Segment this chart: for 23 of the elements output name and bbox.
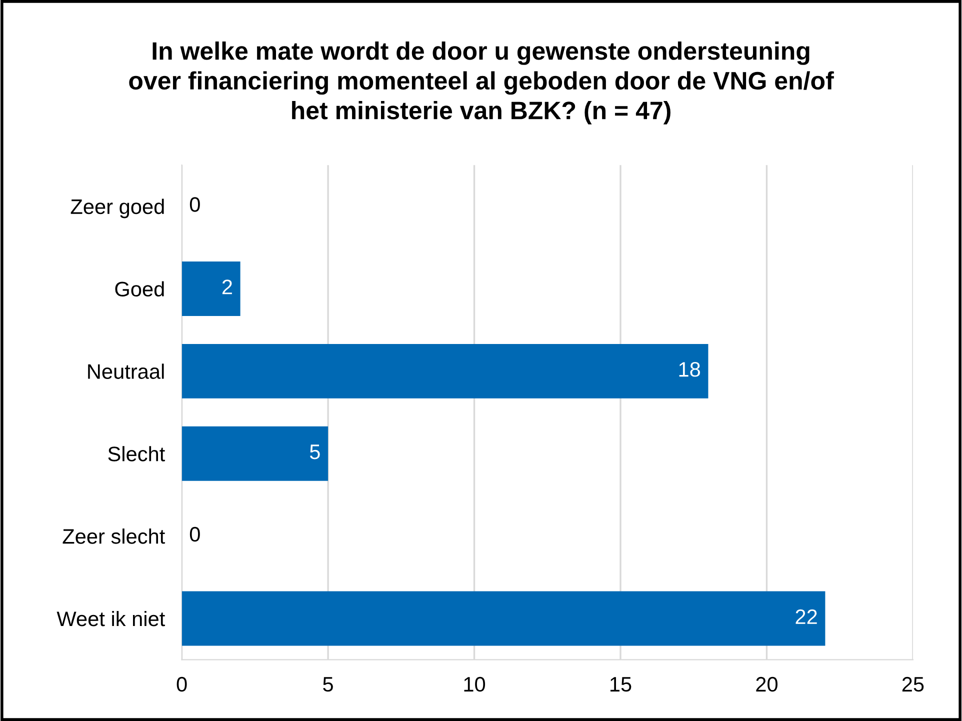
y-tick-label: Goed xyxy=(115,281,164,297)
data-label: 0 xyxy=(190,197,200,212)
x-tick-label: 10 xyxy=(464,676,486,692)
data-label: 22 xyxy=(796,609,817,624)
y-tick-label: Zeer goed xyxy=(70,198,164,218)
bar xyxy=(182,591,826,646)
data-label: 0 xyxy=(190,526,200,542)
y-tick-label: Slecht xyxy=(108,446,165,462)
x-tick-label: 15 xyxy=(610,677,632,692)
x-tick-label: 25 xyxy=(902,676,924,692)
y-tick-label: Zeer slecht xyxy=(62,528,166,544)
bar xyxy=(182,344,708,398)
chart-title: In welke mate wordt de door u gewenste ondersteuning over financiering momenteel al geboden door de VNG en/of het ministerie van BZK? (n = 47) xyxy=(129,42,834,124)
data-label: 5 xyxy=(310,444,320,460)
x-tick-label: 5 xyxy=(323,677,333,692)
x-tick-label: 0 xyxy=(176,676,187,692)
data-label: 2 xyxy=(222,280,232,294)
bar xyxy=(182,426,328,481)
x-tick-label: 20 xyxy=(756,676,778,692)
bar xyxy=(182,262,240,316)
y-tick-label: Weet ik niet xyxy=(56,610,165,626)
y-tick-label: Neutraal xyxy=(88,364,164,379)
data-label: 18 xyxy=(679,362,700,377)
